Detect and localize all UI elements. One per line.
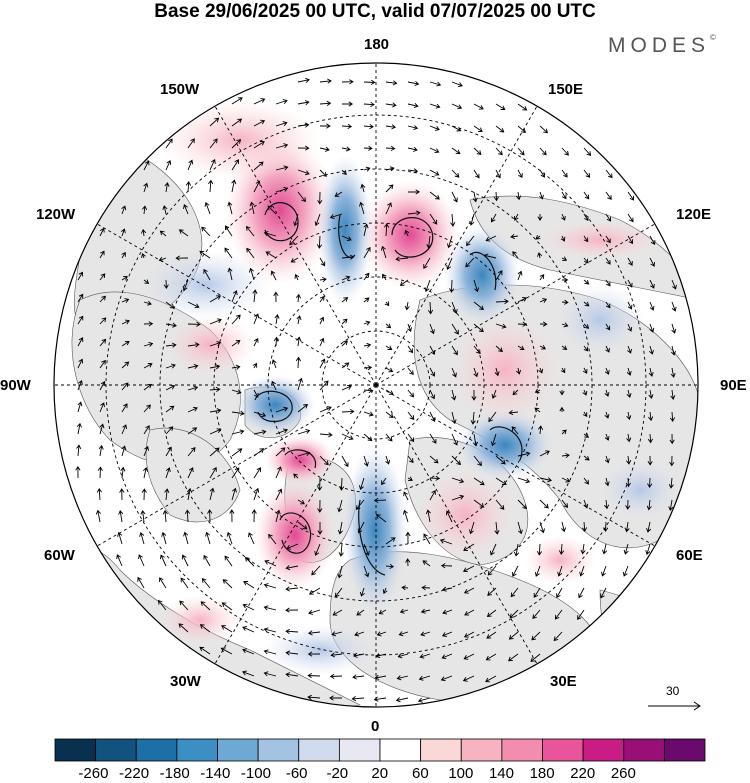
modes-logo: MODES©	[608, 33, 716, 57]
colorbar-tick-label: 20	[371, 765, 389, 782]
label-150e: 150E	[548, 81, 584, 98]
colorbar-tick-label: -260	[78, 765, 109, 782]
colorbar-bin	[298, 738, 340, 762]
meridian-lines	[54, 63, 698, 707]
colorbar-tick-label: 100	[448, 765, 474, 782]
wind-vectors	[75, 77, 677, 703]
colorbar-bin	[95, 738, 137, 762]
label-30e: 30E	[550, 673, 577, 690]
vector-scale-label: 30	[666, 684, 680, 698]
label-0: 0	[371, 718, 380, 735]
colorbar-tick-label: 220	[570, 765, 596, 782]
height-anomaly-field	[140, 100, 680, 675]
colorbar-bin	[338, 738, 381, 762]
colorbar	[54, 738, 706, 762]
colorbar-bin	[501, 738, 543, 762]
colorbar-bin	[460, 738, 503, 762]
map-title: Base 29/06/2025 00 UTC, valid 07/07/2025…	[154, 1, 596, 22]
map-boundary	[53, 62, 699, 708]
label-120e: 120E	[676, 206, 712, 223]
colorbar-bin	[217, 738, 259, 762]
colorbar-bin	[54, 738, 97, 762]
colorbar-bin	[257, 738, 300, 762]
anomaly-contours	[254, 202, 523, 576]
colorbar-tick-label: -100	[240, 765, 271, 782]
vector-scale-arrow	[648, 701, 701, 711]
colorbar-bin	[176, 738, 218, 762]
label-30w: 30W	[170, 673, 201, 690]
label-120w: 120W	[36, 206, 76, 223]
colorbar-bin	[663, 738, 706, 762]
colorbar-bin	[420, 738, 462, 762]
colorbar-bin	[582, 738, 625, 762]
colorbar-tick-label: 140	[488, 765, 514, 782]
label-150w: 150W	[160, 81, 200, 98]
colorbar-bin	[623, 738, 665, 762]
colorbar-tick-label: -60	[285, 765, 308, 782]
colorbar-bin	[542, 738, 584, 762]
colorbar-tick-label: -180	[159, 765, 190, 782]
colorbar-bin	[379, 738, 422, 762]
colorbar-tick-label: 260	[610, 765, 636, 782]
colorbar-tick-label: 180	[529, 765, 555, 782]
colorbar-tick-label: -140	[200, 765, 231, 782]
label-60e: 60E	[676, 547, 703, 564]
colorbar-tick-label: -20	[326, 765, 349, 782]
label-180: 180	[364, 36, 390, 53]
colorbar-tick-label: 60	[412, 765, 429, 782]
label-90w: 90W	[0, 377, 31, 394]
colorbar-bin	[135, 738, 178, 762]
label-90e: 90E	[720, 377, 747, 394]
label-60w: 60W	[44, 547, 75, 564]
colorbar-tick-label: -220	[119, 765, 150, 782]
